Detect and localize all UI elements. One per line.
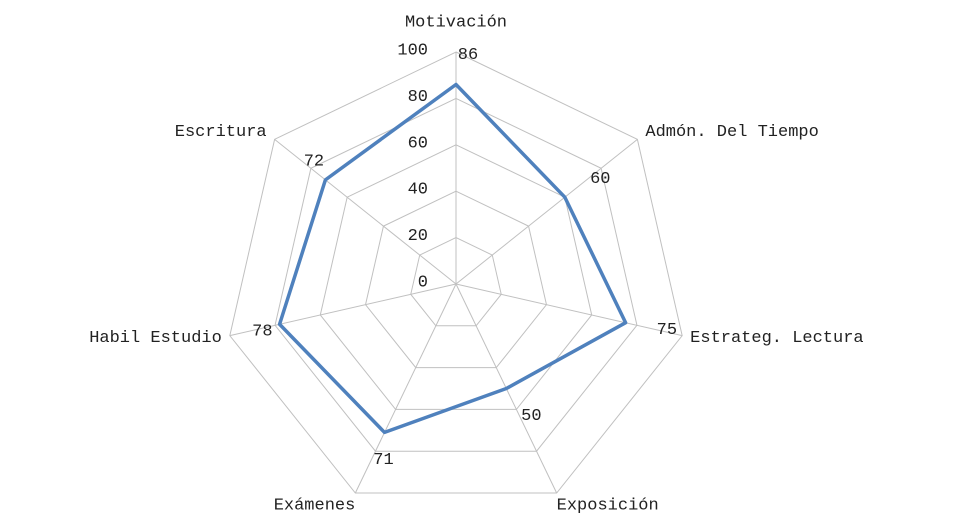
data-label: 71 xyxy=(373,451,393,470)
axis-spoke xyxy=(455,138,638,285)
y-tick-label: 60 xyxy=(408,134,428,153)
axis-spoke xyxy=(455,283,683,337)
y-tick-label: 20 xyxy=(408,227,428,246)
series-line xyxy=(277,82,628,435)
grid-line xyxy=(364,190,548,369)
y-tick-label: 100 xyxy=(397,41,428,60)
category-label: Exposición xyxy=(557,497,659,514)
category-label: Estrateg. Lectura xyxy=(690,329,863,348)
y-tick-label: 80 xyxy=(408,88,428,107)
category-label: Habil Estudio xyxy=(89,329,222,348)
category-label: Exámenes xyxy=(274,497,356,514)
data-label: 72 xyxy=(304,153,324,172)
data-label: 50 xyxy=(521,407,541,426)
data-label: 78 xyxy=(252,322,272,341)
y-tick-label: 0 xyxy=(418,273,428,292)
data-label: 75 xyxy=(657,321,677,340)
category-label: Admón. Del Tiempo xyxy=(645,123,818,142)
grid-line xyxy=(319,144,593,410)
grid-line xyxy=(274,97,638,452)
data-label: 86 xyxy=(458,46,478,65)
axis-spoke xyxy=(274,138,457,285)
axis-spoke xyxy=(354,283,457,494)
y-tick-label: 40 xyxy=(408,181,428,200)
data-label: 60 xyxy=(590,170,610,189)
axis-spoke xyxy=(229,283,457,337)
grid-line xyxy=(410,237,502,327)
grid-line xyxy=(229,51,683,494)
category-label: Escritura xyxy=(175,123,267,142)
category-label: Motivación xyxy=(405,13,507,32)
